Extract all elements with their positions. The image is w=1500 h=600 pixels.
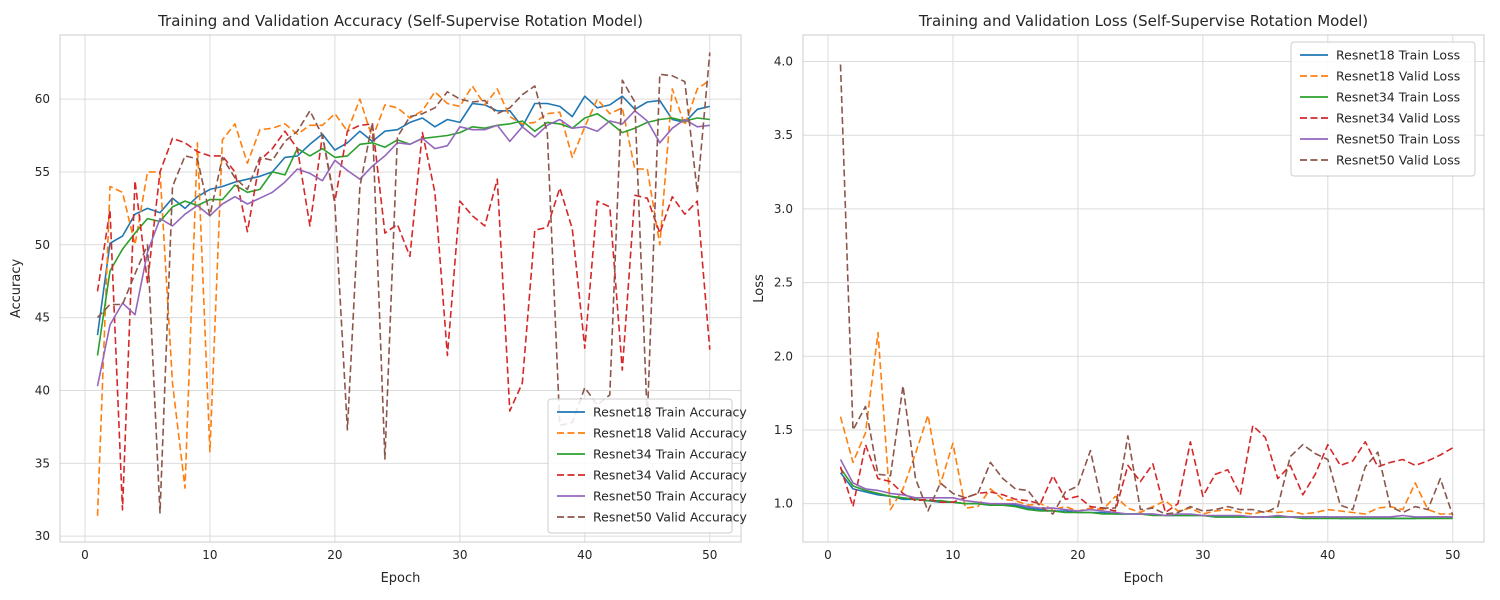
y-tick-label: 3.0 [774,202,793,216]
legend-label: Resnet50 Train Loss [1336,132,1460,147]
y-tick-label: 35 [35,456,50,470]
x-tick-label: 20 [1070,548,1085,562]
y-axis-label: Loss [752,274,767,303]
chart-title: Training and Validation Accuracy (Self-S… [157,12,643,30]
legend-label: Resnet34 Train Accuracy [593,447,747,462]
y-tick-label: 2.0 [774,349,793,363]
series-line-3 [839,467,1453,520]
x-tick-label: 30 [452,548,467,562]
legend-label: Resnet50 Train Accuracy [593,489,747,504]
legend-label: Resnet50 Valid Accuracy [593,510,747,525]
x-tick-label: 0 [824,548,832,562]
legend-label: Resnet18 Train Accuracy [593,405,747,420]
legend-label: Resnet50 Valid Loss [1336,153,1460,168]
y-tick-label: 40 [35,383,50,397]
legend-label: Resnet18 Valid Accuracy [593,426,747,441]
y-tick-label: 3.5 [774,128,793,142]
series-line-4 [839,424,1454,514]
legend: Resnet18 Train Accuracy Resnet18 Valid Ac… [547,398,747,534]
x-tick-label: 40 [1320,548,1335,562]
x-tick-label: 0 [81,548,89,562]
series-line-2 [96,79,711,516]
x-tick-label: 50 [702,548,717,562]
series-line-4 [96,123,711,511]
y-tick-label: 2.5 [774,276,793,290]
y-tick-label: 60 [35,92,50,106]
series-line-5 [839,459,1453,518]
x-tick-label: 10 [945,548,960,562]
series-line-6 [96,52,711,514]
plot-frame [802,34,1485,543]
x-tick-label: 40 [577,548,592,562]
legend-box [1290,41,1476,177]
x-axis-label: Epoch [381,571,421,586]
legend-label: Resnet34 Valid Loss [1336,111,1460,126]
plot-frame [59,34,742,543]
y-axis-label: Accuracy [9,259,24,319]
legend: Resnet18 Train Loss Resnet18 Valid Loss Re… [1290,41,1476,177]
legend-label: Resnet34 Valid Accuracy [593,468,747,483]
legend-label: Resnet18 Valid Loss [1336,69,1460,84]
legend-label: Resnet18 Train Loss [1336,48,1460,63]
x-tick-label: 50 [1445,548,1460,562]
series-line-6 [839,64,1454,516]
y-tick-label: 1.5 [774,423,793,437]
y-tick-label: 30 [35,529,50,543]
x-axis-label: Epoch [1124,571,1164,586]
legend-label: Resnet34 Train Loss [1336,90,1460,105]
y-tick-label: 1.0 [774,497,793,511]
x-tick-label: 20 [327,548,342,562]
legend-box [547,398,733,534]
series-line-3 [96,112,710,356]
series-line-5 [96,110,710,387]
x-tick-label: 10 [202,548,217,562]
series-line-2 [839,331,1453,515]
chart-panel-1: 0 10 20 30 40 50 30 35 40 45 50 55 60 Training and Va… [9,12,747,586]
series-line-1 [96,95,710,336]
y-tick-label: 45 [35,311,50,325]
chart-title: Training and Validation Loss (Self-Super… [918,12,1368,30]
x-tick-label: 30 [1195,548,1210,562]
y-tick-label: 55 [35,165,50,179]
y-tick-label: 4.0 [774,55,793,69]
y-tick-label: 50 [35,238,50,252]
chart-panel-2: 0 10 20 30 40 50 1.0 1.5 2.0 2.5 3.0 3.5 4.0 Training… [752,12,1485,586]
